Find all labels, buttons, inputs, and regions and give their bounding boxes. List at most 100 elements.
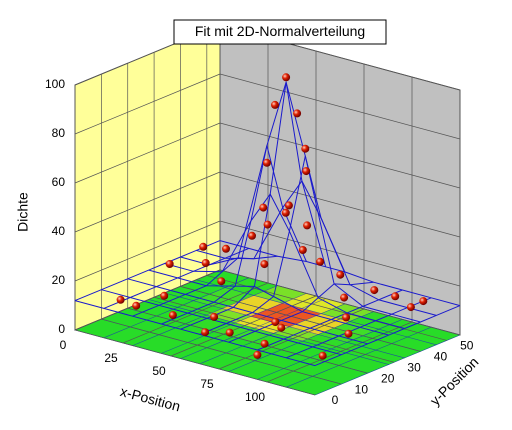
x-tick-label: 75 [200, 377, 214, 391]
data-point [342, 313, 351, 322]
data-point [302, 167, 311, 176]
x-tick-label: 25 [104, 351, 118, 365]
y-tick-label: 50 [460, 339, 474, 353]
data-point [281, 208, 290, 217]
x-tick-label: 100 [245, 390, 265, 404]
floor-mesh-line [161, 293, 307, 354]
data-point [282, 73, 291, 82]
z-tick-label: 20 [52, 273, 66, 287]
z-tick-label: 100 [45, 77, 65, 91]
z-tick-label: 0 [58, 322, 65, 336]
data-point [344, 329, 353, 338]
data-point [165, 260, 174, 268]
data-point [260, 339, 269, 348]
data-point [303, 221, 312, 230]
surface-row [127, 278, 368, 345]
z-grid-line [219, 122, 461, 189]
z-axis-label: Dichte [15, 192, 31, 232]
points [116, 73, 428, 360]
data-point [168, 311, 177, 320]
labels: 0 20 40 60 80 100 0 25 50 75 100 0 10 20 30 40 50 [45, 77, 474, 407]
x-floor-line [122, 282, 269, 344]
surface-row [148, 269, 389, 336]
data-point [316, 257, 325, 266]
data-point [248, 231, 256, 240]
data-point [298, 246, 307, 254]
data-point [132, 301, 141, 310]
z-grid-line [219, 171, 461, 238]
y-floor-line [127, 307, 368, 374]
surface-column [286, 297, 432, 359]
surface-row [101, 289, 342, 356]
data-point [222, 244, 230, 253]
data-point [419, 297, 428, 306]
data-point [201, 328, 210, 337]
z-grid-line [219, 73, 461, 140]
floor-mesh-line [103, 277, 249, 339]
data-point [336, 270, 345, 279]
surface-column [161, 145, 307, 325]
data-point [340, 293, 349, 302]
surface-column [132, 255, 278, 317]
y-tick-label: 20 [381, 371, 395, 385]
z-grid-line [74, 122, 221, 184]
data-point [259, 203, 268, 212]
y-floor-line [153, 296, 395, 363]
data-point [201, 259, 210, 267]
data-point [262, 158, 271, 167]
y-tick-label: 30 [407, 360, 421, 374]
data-point [253, 350, 262, 359]
data-point [160, 291, 169, 300]
surface-column [257, 289, 403, 351]
x-tick-label: 50 [152, 364, 166, 378]
z-tick-label: 60 [52, 175, 66, 189]
surface-row [219, 240, 461, 307]
z-grid-line [74, 171, 221, 233]
data-point [260, 260, 269, 269]
data-point [406, 303, 415, 312]
data-point [277, 323, 286, 332]
x-axis-label: x-Position [119, 383, 183, 414]
z-tick-label: 80 [52, 126, 66, 140]
surface-column [199, 155, 346, 335]
y-tick-label: 10 [355, 382, 369, 396]
floor-mesh-line [228, 311, 374, 372]
data-point [318, 351, 327, 360]
data-point [199, 242, 208, 251]
data-point [217, 277, 226, 286]
z-grid-line [74, 220, 221, 282]
z-tick-label: 40 [52, 224, 66, 238]
surface-column [314, 305, 461, 367]
data-point [370, 286, 379, 295]
data-point [391, 292, 400, 301]
title-box [173, 19, 387, 45]
data-point [210, 312, 219, 321]
x-floor-line [74, 269, 221, 331]
data-point [271, 318, 280, 326]
mesh [74, 80, 461, 367]
chart-title: Fit mit 2D-Normalverteilung [195, 23, 365, 39]
surface-column [74, 240, 221, 302]
y-tick-label: 40 [434, 350, 448, 364]
data-point [116, 295, 125, 304]
x-floor-line [266, 321, 413, 383]
x-floor-line [218, 308, 365, 370]
data-point [263, 220, 272, 229]
y-tick-label: 0 [332, 393, 339, 407]
data-point [284, 201, 293, 210]
data-point [225, 328, 234, 337]
floor-mesh-line [314, 334, 461, 396]
floor-mesh-line [257, 319, 403, 380]
surface-row [180, 80, 421, 323]
floor-mesh-line [286, 326, 432, 388]
data-point [293, 109, 302, 118]
y-floor-line [101, 318, 342, 385]
z-grid-line [74, 73, 221, 135]
surface-row [74, 300, 316, 367]
z-grid-line [219, 269, 461, 336]
x-tick-label: 0 [60, 338, 67, 352]
data-point [271, 100, 279, 109]
floor-mesh-line [132, 285, 278, 346]
surface-column [228, 281, 374, 343]
